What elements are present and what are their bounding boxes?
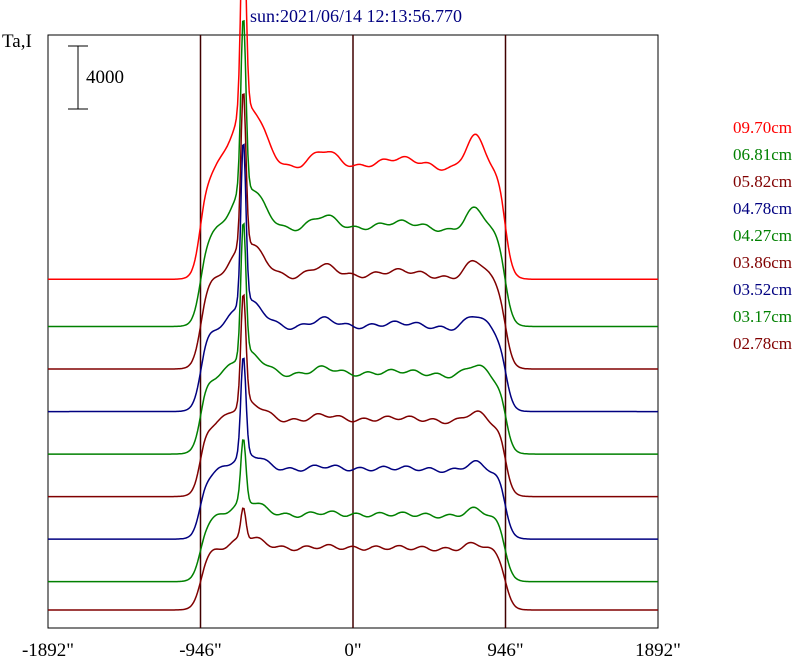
legend-item: 03.17cm [733, 307, 793, 326]
y-axis-label: Ta,I [2, 31, 32, 52]
legend-item: 02.78cm [733, 334, 793, 353]
x-tick-label: 1892" [635, 640, 681, 661]
legend-item: 09.70cm [733, 118, 793, 137]
x-tick-label: 946" [487, 640, 523, 661]
x-tick-label: -946" [179, 640, 222, 661]
series-line-06-81cm [48, 19, 658, 328]
legend-item: 04.27cm [733, 226, 793, 245]
legend-item: 03.52cm [733, 280, 793, 299]
series-lines [48, 0, 658, 611]
x-tick-label: -1892" [22, 640, 74, 661]
legend-item: 06.81cm [733, 145, 793, 164]
legend-item: 03.86cm [733, 253, 793, 272]
series-line-03-52cm [48, 357, 658, 540]
series-line-05-82cm [48, 93, 658, 370]
vertical-guides [199, 35, 507, 628]
series-line-09-70cm [48, 0, 658, 281]
series-line-04-27cm [48, 222, 658, 455]
series-line-03-86cm [48, 293, 658, 498]
series-line-02-78cm [48, 507, 658, 611]
legend-item: 04.78cm [733, 199, 793, 218]
series-line-04-78cm [48, 143, 658, 413]
legend-item: 05.82cm [733, 172, 793, 191]
x-tick-labels: -1892" -946" 0" 946" 1892" [22, 640, 681, 661]
intensity-scale-bar: 4000 [68, 45, 124, 110]
x-tick-label: 0" [344, 640, 361, 661]
scale-bar-label: 4000 [86, 67, 124, 88]
chart-title: sun:2021/06/14 12:13:56.770 [250, 6, 462, 26]
series-line-03-17cm [48, 439, 658, 583]
